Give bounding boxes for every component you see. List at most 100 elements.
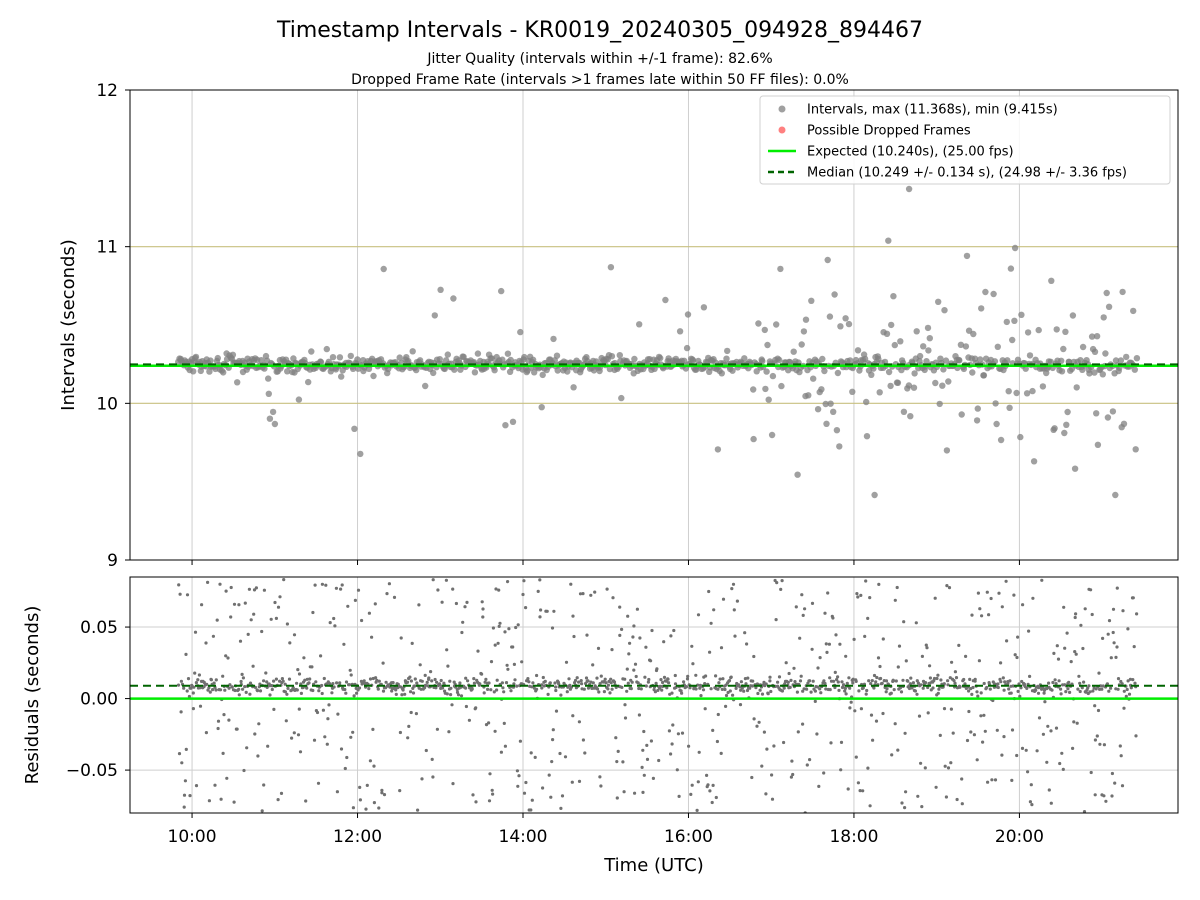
- residual-point: [516, 623, 520, 627]
- residual-point: [1101, 636, 1105, 641]
- residual-point: [577, 720, 582, 724]
- residual-point: [954, 676, 959, 680]
- legend-label: Possible Dropped Frames: [807, 124, 971, 139]
- interval-point: [854, 347, 862, 354]
- residual-point: [893, 598, 897, 602]
- residual-point: [604, 681, 608, 685]
- residual-point: [1031, 596, 1035, 600]
- residual-point: [610, 687, 614, 691]
- residual-point: [958, 685, 962, 689]
- interval-point: [700, 304, 708, 311]
- residual-point: [216, 719, 221, 723]
- residual-point: [661, 680, 665, 685]
- residual-point: [425, 680, 429, 685]
- residual-point: [864, 692, 868, 696]
- interval-point: [885, 368, 893, 376]
- interval-point: [969, 369, 976, 376]
- residual-point: [637, 686, 641, 691]
- residual-point: [285, 692, 289, 696]
- residual-point: [527, 680, 531, 684]
- residual-point: [407, 724, 411, 729]
- residual-point: [304, 799, 308, 803]
- residual-point: [1056, 657, 1061, 661]
- interval-point: [1005, 388, 1012, 395]
- residual-point: [803, 607, 807, 611]
- residual-point: [1036, 691, 1041, 695]
- residual-point: [1107, 689, 1111, 693]
- residual-point: [226, 656, 230, 660]
- residual-point: [559, 806, 563, 811]
- residual-point: [458, 681, 462, 685]
- interval-point: [689, 357, 697, 364]
- residual-point: [1029, 783, 1033, 787]
- residual-point: [642, 729, 646, 734]
- residual-point: [815, 732, 819, 736]
- residual-point: [784, 661, 788, 665]
- residual-point: [296, 733, 301, 737]
- residual-point: [260, 629, 264, 634]
- residual-point: [750, 684, 755, 688]
- interval-point: [1058, 368, 1066, 375]
- residual-point: [1106, 632, 1110, 636]
- interval-point: [229, 351, 237, 358]
- residual-point: [1028, 800, 1032, 804]
- interval-point: [234, 379, 241, 386]
- residual-point: [1018, 694, 1022, 699]
- residual-point: [268, 693, 272, 697]
- residual-point: [1091, 689, 1095, 693]
- residual-point: [872, 686, 876, 690]
- residual-point: [229, 615, 233, 619]
- residual-point: [716, 687, 720, 691]
- residual-point: [967, 709, 971, 714]
- interval-point: [1048, 277, 1055, 284]
- residual-point: [503, 630, 507, 634]
- residual-point: [1127, 692, 1132, 696]
- residual-point: [302, 656, 306, 660]
- residual-point: [963, 682, 967, 686]
- residual-point: [489, 660, 494, 664]
- interval-point: [1093, 333, 1101, 340]
- residual-point: [1072, 720, 1076, 724]
- residual-point: [602, 690, 607, 694]
- residual-point: [876, 656, 881, 660]
- residual-point: [387, 582, 391, 586]
- residual-point: [255, 689, 260, 693]
- residual-point: [639, 687, 643, 691]
- interval-point: [836, 443, 843, 450]
- residual-point: [431, 775, 435, 779]
- residual-point: [308, 816, 311, 819]
- interval-point: [608, 353, 616, 360]
- residual-point: [869, 682, 873, 686]
- residual-point: [931, 686, 935, 690]
- residual-point: [748, 686, 752, 690]
- residual-point: [1012, 593, 1016, 597]
- residual-point: [520, 660, 524, 664]
- interval-point: [750, 435, 757, 443]
- residual-point: [899, 690, 904, 694]
- residual-point: [760, 692, 765, 696]
- interval-point: [431, 312, 438, 319]
- residual-point: [1028, 674, 1032, 679]
- residual-point: [493, 729, 497, 733]
- residual-point: [606, 683, 611, 687]
- interval-point: [885, 237, 892, 244]
- residual-point: [847, 676, 851, 680]
- residual-point: [988, 687, 992, 691]
- interval-point: [741, 355, 748, 362]
- residual-point: [833, 670, 837, 675]
- residual-point: [400, 693, 404, 697]
- residual-point: [327, 703, 331, 707]
- residual-point: [1125, 687, 1129, 692]
- residual-point: [445, 692, 449, 696]
- interval-point: [962, 343, 970, 350]
- residual-point: [724, 693, 729, 698]
- residual-point: [291, 686, 295, 690]
- interval-point: [618, 394, 625, 402]
- interval-point: [521, 353, 528, 361]
- interval-point: [974, 405, 981, 412]
- residual-point: [865, 688, 869, 693]
- residual-point: [706, 783, 710, 787]
- residual-point: [640, 765, 644, 770]
- residual-point: [635, 607, 640, 611]
- interval-point: [451, 366, 458, 373]
